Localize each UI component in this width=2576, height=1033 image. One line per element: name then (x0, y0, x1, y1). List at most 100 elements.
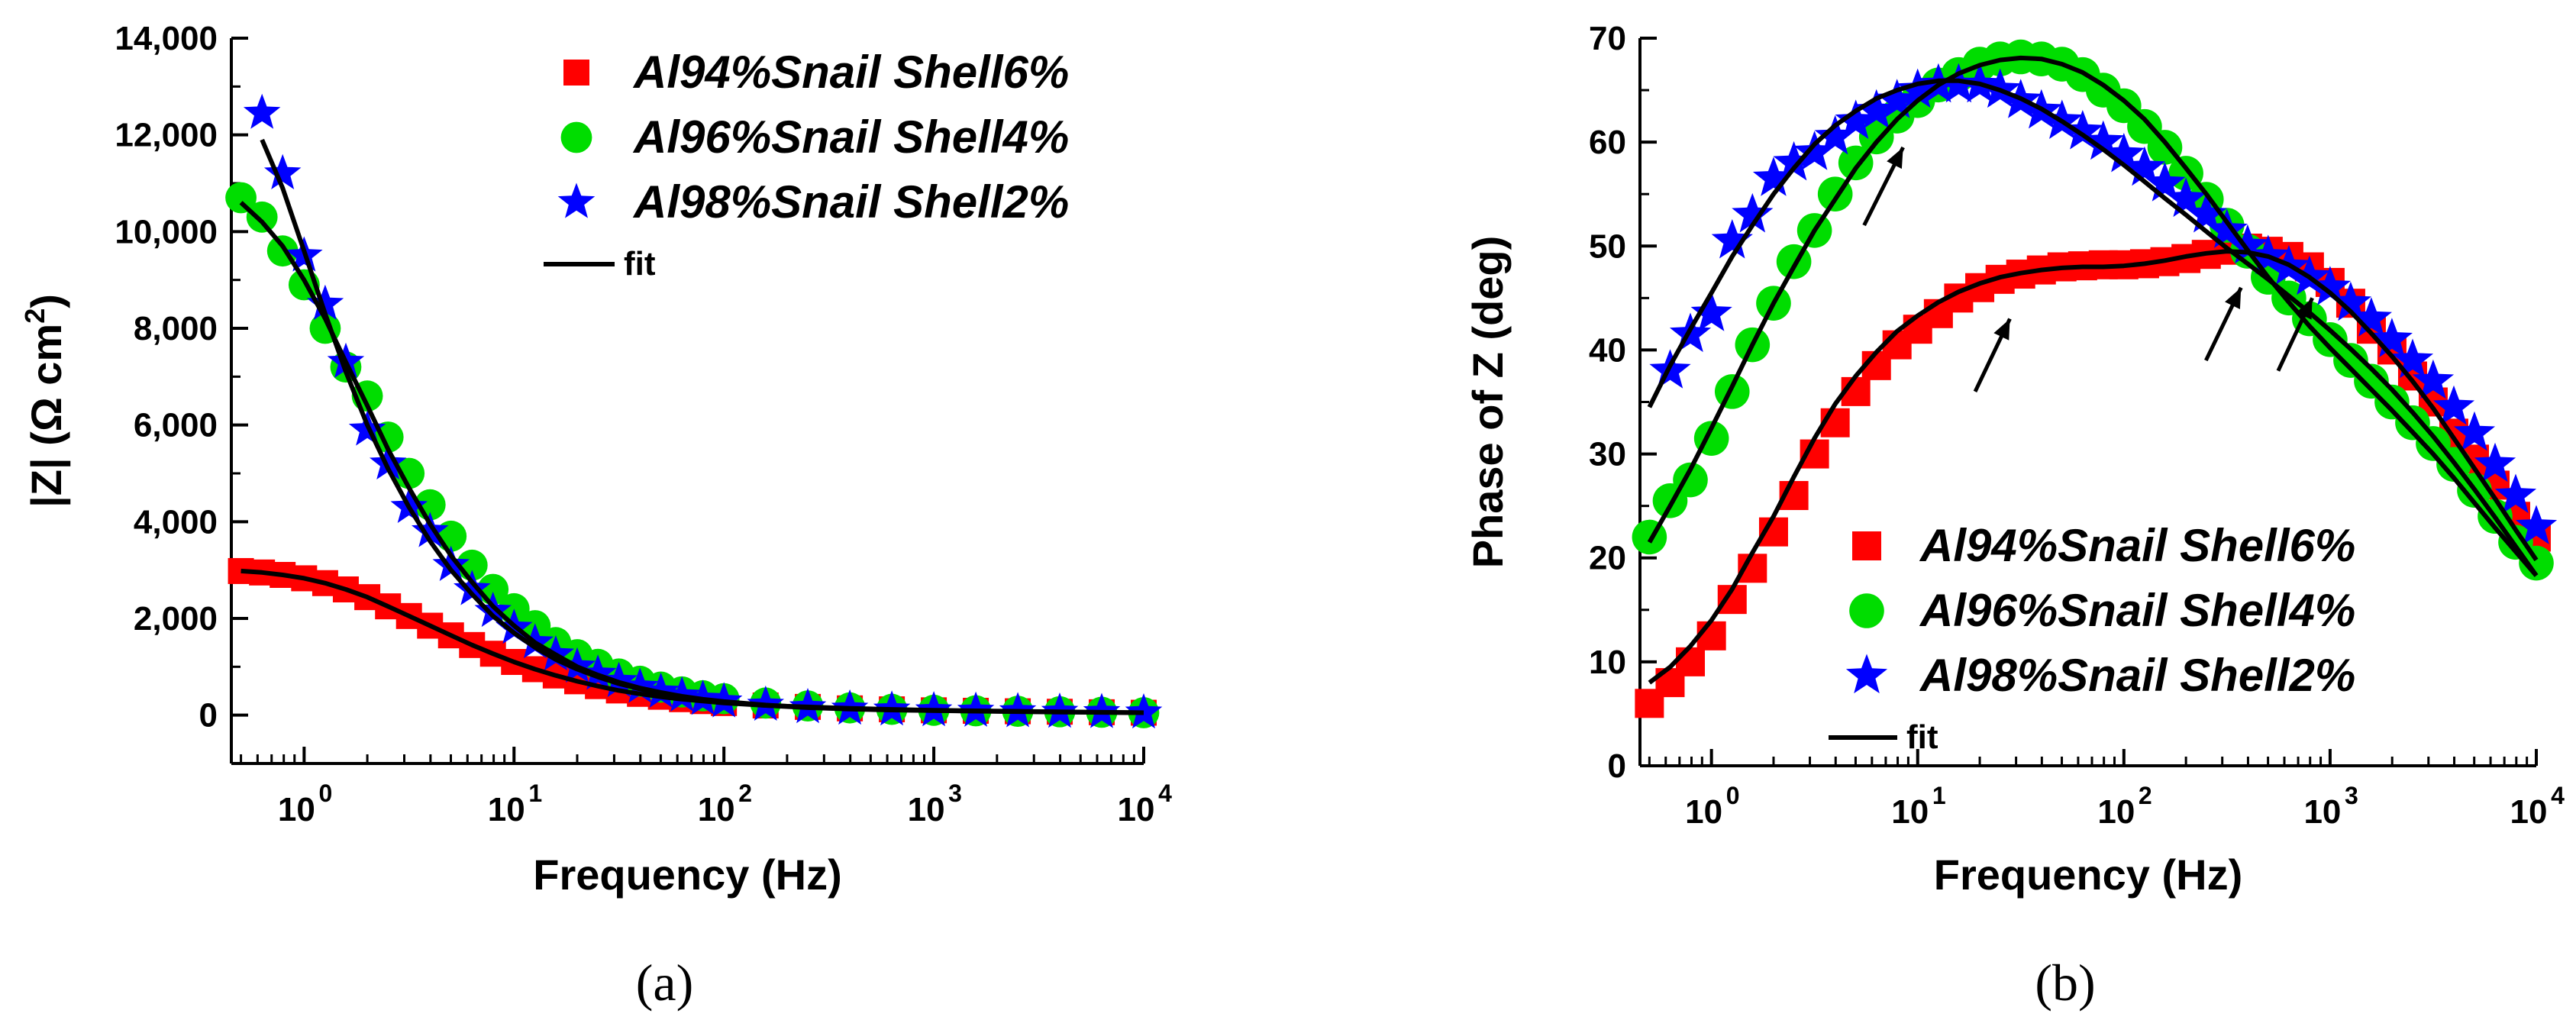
data-point (2329, 281, 2371, 321)
data-point (2309, 266, 2351, 305)
data-point (2350, 297, 2392, 337)
data-point (1696, 621, 1726, 650)
data-point (1752, 157, 1795, 196)
data-point (393, 457, 425, 489)
legend: Al94%Snail Shell6% Al96%Snail Shell4% Al98… (544, 47, 1069, 282)
data-point (454, 570, 491, 605)
y-tick-label: 0 (199, 697, 218, 734)
x-tick-base: 10 (908, 791, 945, 828)
data-point (246, 201, 278, 233)
data-point (2185, 192, 2227, 233)
data-point (663, 676, 701, 712)
data-point (2432, 385, 2475, 425)
data-point (243, 93, 281, 129)
panel-label: (a) (636, 954, 693, 1012)
data-point (2165, 177, 2207, 218)
x-tick-exp: 0 (318, 780, 332, 807)
data-point (1732, 192, 1774, 233)
data-point (2515, 505, 2558, 544)
y-tick-label: 40 (1589, 331, 1626, 369)
data-point (1676, 647, 1706, 676)
data-point (1711, 219, 1753, 259)
y-axis-title-prefix: |Z| (Ω cm (22, 324, 71, 508)
arrow-head (2225, 287, 2242, 309)
data-point (1814, 115, 1856, 155)
data-point (1835, 99, 1877, 139)
x-tick-base: 10 (2097, 793, 2135, 831)
x-tick-base: 10 (2303, 793, 2341, 831)
panel-a-impedance-magnitude: 0 2,000 4,000 6,000 8,000 10,000 12,000 14,000 1… (19, 20, 1172, 1012)
legend-fit-label: fit (1906, 718, 1938, 756)
x-axis-title: Frequency (Hz) (533, 851, 842, 899)
fit-line (260, 138, 1144, 715)
data-point (1690, 292, 1732, 331)
y-tick-label: 14,000 (115, 20, 218, 57)
arrow-head (1887, 147, 1903, 169)
data-point (2082, 120, 2124, 160)
x-tick-exp: 3 (948, 780, 962, 807)
data-point (2391, 338, 2434, 379)
data-point (1855, 89, 1897, 129)
data-point (2144, 162, 2186, 202)
data-point (2206, 208, 2248, 248)
legend-label: Al98%Snail Shell2% (632, 176, 1069, 228)
y-tick-label: 6,000 (134, 407, 218, 444)
x-tick-exp: 2 (738, 780, 752, 807)
x-tick-base: 10 (1685, 793, 1722, 831)
fit-line (1647, 55, 2539, 577)
data-point (2494, 473, 2537, 514)
data-point (1793, 131, 1835, 170)
x-tick-base: 10 (278, 791, 315, 828)
data-point (2123, 146, 2165, 186)
data-point (263, 153, 302, 189)
legend-marker (1852, 531, 1881, 560)
fit-line (1648, 249, 2539, 685)
y-axis-title: |Z| (Ω cm2) (19, 294, 71, 508)
x-tick-exp: 2 (2139, 782, 2152, 809)
legend-label: Al94%Snail Shell6% (1919, 520, 2355, 571)
legend: Al94%Snail Shell6% Al96%Snail Shell4% Al98… (1829, 520, 2355, 756)
data-point (579, 654, 617, 690)
fit-line (1647, 78, 2539, 577)
x-tick-label: 10 2 (2097, 782, 2152, 831)
data-point (1896, 68, 1938, 108)
panel-label: (b) (2035, 954, 2095, 1012)
x-axis-title: Frequency (Hz) (1934, 851, 2243, 899)
x-tick-label: 10 3 (2303, 782, 2358, 831)
x-tick-exp: 3 (2345, 782, 2358, 809)
data-point (1876, 79, 1918, 118)
legend-label: Al96%Snail Shell4% (1919, 585, 2355, 636)
arrow-head (2296, 298, 2313, 320)
x-tick-exp: 0 (1726, 782, 1740, 809)
legend-label: Al96%Snail Shell4% (632, 111, 1069, 163)
x-tick-base: 10 (1891, 793, 1929, 831)
data-point (2453, 411, 2496, 451)
arrow-head (1993, 318, 2010, 341)
data-point (2412, 359, 2455, 399)
y-tick-label: 10 (1589, 644, 1626, 681)
data-point (1773, 140, 1815, 181)
legend-marker (557, 182, 596, 218)
y-tick-label: 12,000 (115, 117, 218, 154)
legend-marker (1849, 593, 1884, 628)
y-tick-label: 50 (1589, 228, 1626, 265)
data-point (621, 667, 659, 703)
x-tick-label: 10 2 (698, 780, 752, 828)
legend-label: Al98%Snail Shell2% (1919, 650, 2355, 701)
data-point (2103, 133, 2145, 173)
data-point (2371, 318, 2413, 357)
y-tick-label: 70 (1589, 20, 1626, 57)
legend-marker (560, 121, 592, 153)
y-axis-title-suffix: ) (22, 294, 70, 308)
x-tick-label: 10 0 (278, 780, 332, 828)
x-tick-exp: 1 (1932, 782, 1946, 809)
y-tick-label: 20 (1589, 540, 1626, 577)
series-circle (225, 182, 1160, 728)
data-point (2519, 545, 2554, 581)
legend-label: Al94%Snail Shell6% (632, 47, 1069, 98)
data-point (412, 512, 449, 547)
y-tick-label: 10,000 (115, 213, 218, 250)
data-point (600, 661, 638, 697)
x-tick-exp: 4 (1158, 780, 1172, 807)
